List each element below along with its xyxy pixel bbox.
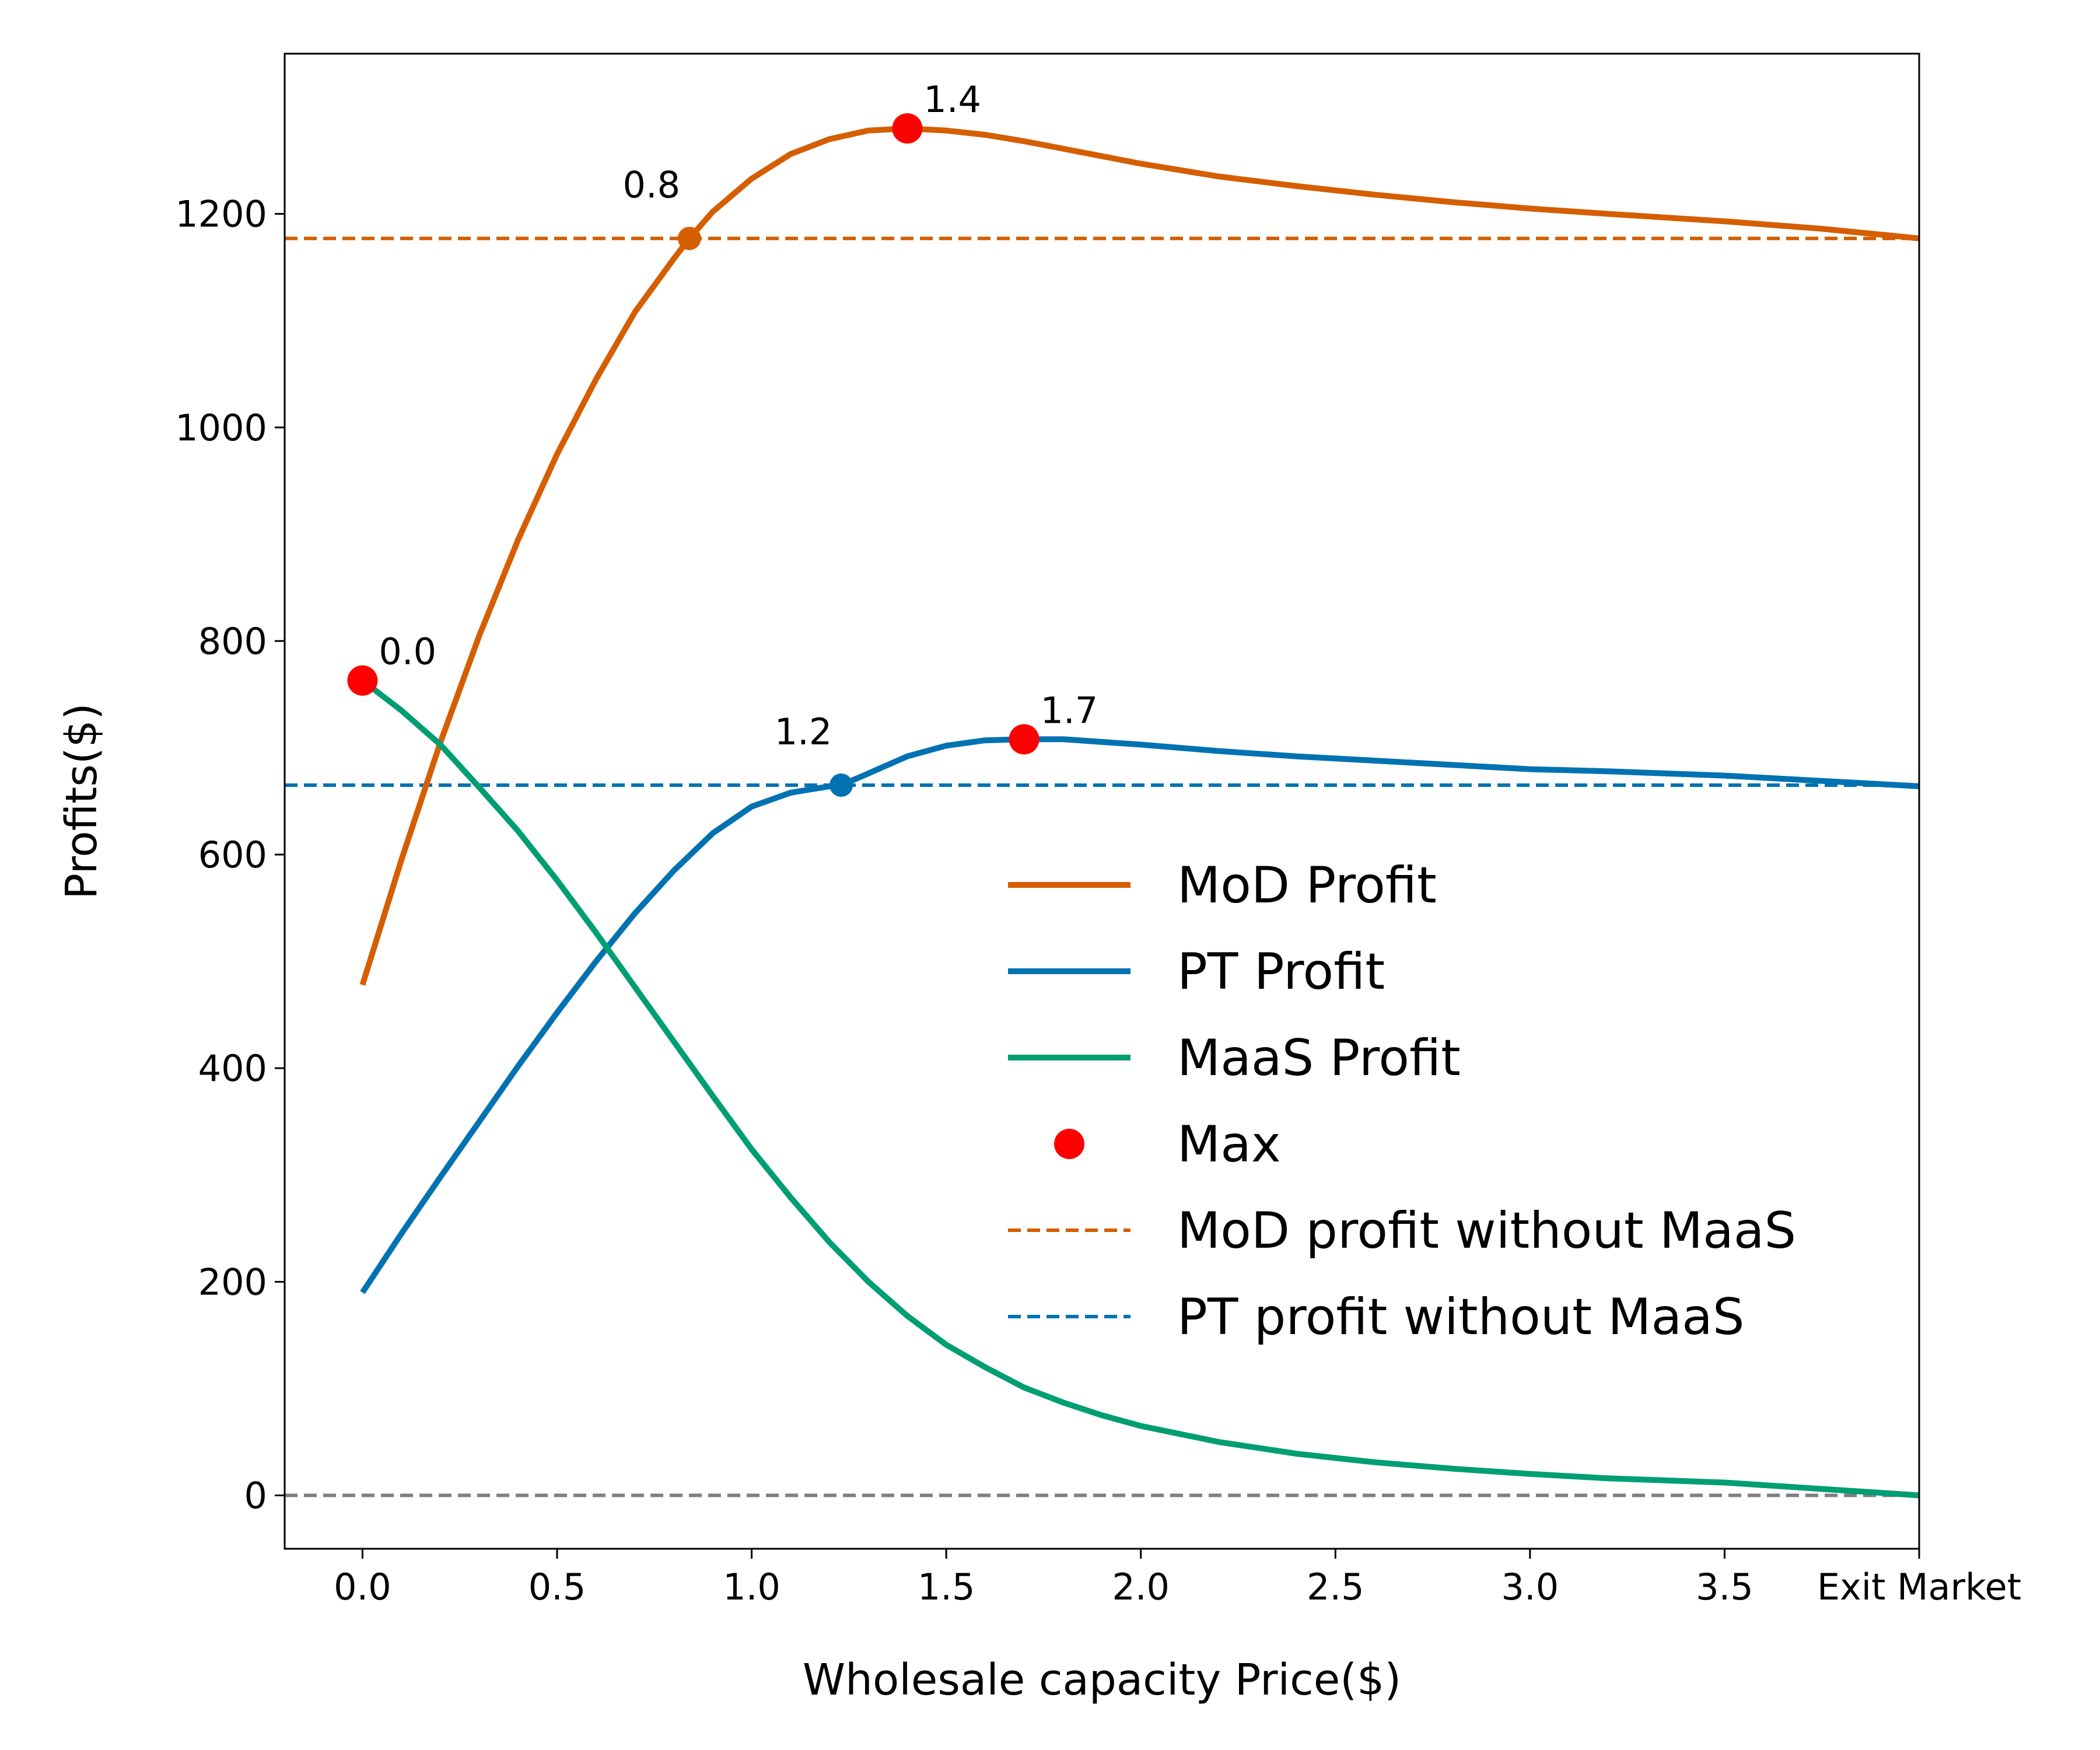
legend-label: Max bbox=[1177, 1115, 1281, 1174]
y-tick-label: 200 bbox=[198, 1261, 267, 1303]
y-axis-label: Profits($) bbox=[57, 703, 107, 899]
legend-label: MaaS Profit bbox=[1177, 1029, 1461, 1087]
legend-handle-max bbox=[1054, 1129, 1084, 1159]
legend-label: PT Profit bbox=[1177, 943, 1385, 1001]
x-tick-label: 3.0 bbox=[1502, 1566, 1559, 1608]
x-tick-label: 2.5 bbox=[1307, 1566, 1364, 1608]
legend-label: MoD Profit bbox=[1177, 856, 1437, 915]
y-tick-label: 1000 bbox=[175, 407, 267, 449]
y-tick-label: 0 bbox=[244, 1474, 267, 1517]
max-annotation-3: 0.0 bbox=[379, 631, 436, 673]
x-tick-label: 2.0 bbox=[1112, 1566, 1170, 1608]
x-axis-ticks: 0.0 0.5 1.0 1.5 2.0 2.5 3.0 3.5 Exit Market bbox=[334, 1549, 2021, 1608]
max-marker-2 bbox=[1009, 724, 1040, 755]
y-tick-label: 400 bbox=[198, 1047, 267, 1090]
max-annotation-1: 1.4 bbox=[923, 78, 981, 121]
break-even-marker-2 bbox=[830, 774, 853, 797]
legend: MoD Profit PT Profit MaaS Profit Max MoD pro… bbox=[1008, 856, 1796, 1346]
x-tick-label: 1.5 bbox=[918, 1566, 975, 1608]
y-tick-label: 800 bbox=[198, 620, 267, 663]
y-tick-label: 600 bbox=[198, 834, 267, 876]
point-markers bbox=[347, 113, 1040, 797]
point-annotations: 1.4 1.7 0.0 0.8 1.2 bbox=[379, 78, 1098, 753]
series-line-3 bbox=[360, 678, 1920, 1499]
series-lines bbox=[359, 125, 1920, 1499]
max-marker-1 bbox=[892, 113, 923, 144]
axes-frame bbox=[284, 52, 1920, 1550]
x-axis-label: Wholesale capacity Price($) bbox=[803, 1655, 1401, 1705]
break-even-annotation-1: 0.8 bbox=[623, 164, 681, 206]
x-tick-label: 3.5 bbox=[1696, 1566, 1754, 1608]
x-tick-label: 1.0 bbox=[723, 1566, 780, 1608]
series-line-2 bbox=[360, 736, 1920, 1294]
break-even-marker-1 bbox=[677, 226, 701, 250]
max-marker-3 bbox=[347, 665, 378, 696]
legend-label: PT profit without MaaS bbox=[1177, 1288, 1744, 1346]
y-tick-label: 1200 bbox=[175, 193, 267, 236]
x-tick-label: 0.5 bbox=[528, 1566, 586, 1608]
reference-lines bbox=[285, 236, 1919, 1497]
legend-label: MoD profit without MaaS bbox=[1177, 1202, 1796, 1260]
x-tick-label: Exit Market bbox=[1817, 1566, 2021, 1608]
x-tick-label: 0.0 bbox=[334, 1566, 391, 1608]
series-line-1 bbox=[359, 125, 1920, 986]
break-even-annotation-2: 1.2 bbox=[775, 710, 832, 753]
max-annotation-2: 1.7 bbox=[1041, 689, 1098, 732]
y-axis-ticks: 0 200 400 600 800 1000 1200 bbox=[175, 193, 285, 1517]
